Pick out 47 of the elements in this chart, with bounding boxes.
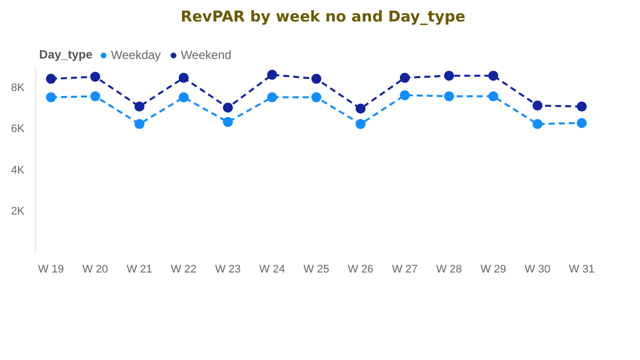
x-tick-label: W 27 <box>392 264 418 276</box>
point <box>311 74 322 84</box>
point <box>488 70 498 81</box>
point <box>134 102 144 112</box>
x-tick-label: W 25 <box>304 264 330 276</box>
x-tick-label: W 21 <box>126 264 152 276</box>
legend-label: Weekday <box>111 48 161 62</box>
point <box>356 119 366 130</box>
point <box>46 92 56 102</box>
point <box>576 102 587 112</box>
point <box>90 72 100 82</box>
y-tick-label: 6K <box>11 123 26 136</box>
point <box>178 92 189 102</box>
x-tick-label: W 31 <box>568 264 595 276</box>
point <box>444 70 454 81</box>
point <box>90 91 100 102</box>
x-tick-label: W 26 <box>348 264 374 276</box>
x-tick-label: W 30 <box>524 264 550 276</box>
legend-title: Day_type <box>39 47 93 62</box>
y-tick-label: 4K <box>11 164 26 176</box>
point <box>311 92 322 102</box>
x-tick-label: W 20 <box>82 264 108 276</box>
legend-label: Weekend <box>180 48 232 62</box>
point <box>356 104 366 114</box>
point <box>532 119 543 130</box>
point <box>46 74 56 84</box>
point <box>178 72 189 83</box>
point <box>488 91 498 102</box>
x-tick-label: W 28 <box>436 264 462 276</box>
x-tick-label: W 23 <box>215 264 241 276</box>
point <box>576 118 587 128</box>
x-tick-label: W 24 <box>259 264 285 276</box>
y-tick-label: 8K <box>11 82 26 94</box>
point <box>222 102 233 113</box>
point <box>400 72 410 83</box>
point <box>444 91 454 102</box>
y-tick-label: 2K <box>11 205 26 218</box>
chart-title: RevPAR by week no and Day_type <box>180 8 466 26</box>
point <box>400 90 410 100</box>
point <box>222 116 233 127</box>
point <box>267 92 278 102</box>
point <box>134 119 144 130</box>
x-tick-label: W 19 <box>38 264 64 276</box>
point <box>267 70 278 80</box>
x-tick-label: W 29 <box>480 264 506 276</box>
x-tick-label: W 22 <box>170 264 197 276</box>
point <box>532 100 543 111</box>
